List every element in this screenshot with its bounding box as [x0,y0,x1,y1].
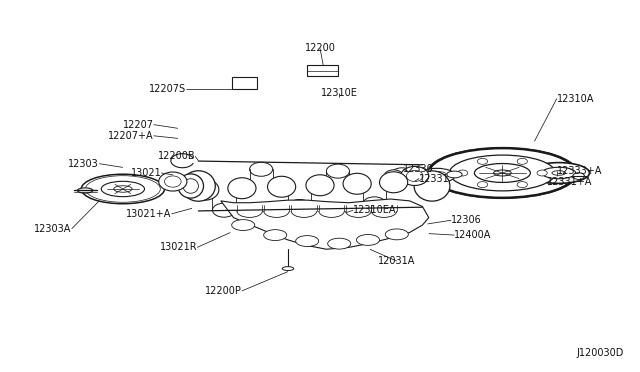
Circle shape [458,170,468,176]
Text: 12200P: 12200P [205,286,242,296]
Ellipse shape [81,174,164,204]
Ellipse shape [552,171,566,175]
Text: 12303A: 12303A [35,224,72,234]
Ellipse shape [419,168,455,183]
Ellipse shape [390,168,413,183]
Ellipse shape [363,197,386,211]
Ellipse shape [164,176,181,187]
Text: 12330: 12330 [403,164,434,174]
Text: 12303: 12303 [68,159,99,169]
Ellipse shape [101,181,145,197]
Circle shape [477,182,488,187]
Ellipse shape [528,163,589,183]
Text: 12310A: 12310A [557,94,594,103]
Circle shape [477,158,488,164]
Ellipse shape [427,171,447,180]
Circle shape [517,158,527,164]
Bar [232,77,257,89]
Ellipse shape [447,171,462,178]
Text: 12031A: 12031A [378,256,415,266]
Ellipse shape [228,178,256,199]
Ellipse shape [232,219,255,231]
Ellipse shape [493,170,511,176]
Ellipse shape [401,166,429,186]
Text: 13021: 13021 [131,168,161,178]
Ellipse shape [306,175,334,196]
Ellipse shape [380,172,408,193]
Circle shape [573,173,584,179]
Text: J120030D: J120030D [577,348,624,358]
Ellipse shape [264,230,287,241]
Ellipse shape [89,177,157,201]
Ellipse shape [288,199,311,214]
Ellipse shape [385,229,408,240]
Ellipse shape [474,164,531,182]
Ellipse shape [356,234,380,246]
Text: 12400A: 12400A [454,230,492,240]
Bar [307,65,338,76]
Ellipse shape [77,188,93,193]
Circle shape [517,182,527,187]
Text: 13021R: 13021R [159,243,197,252]
Text: 12333+A: 12333+A [557,166,602,176]
Text: 12306: 12306 [451,215,482,225]
Ellipse shape [250,162,273,176]
Polygon shape [221,199,429,249]
Text: 12200B: 12200B [157,151,195,161]
Text: 12207: 12207 [123,120,154,129]
Ellipse shape [429,148,576,198]
Ellipse shape [178,174,204,198]
Ellipse shape [159,172,187,191]
Ellipse shape [282,267,294,270]
Ellipse shape [326,164,349,178]
Ellipse shape [384,170,403,183]
Text: 13021+A: 13021+A [126,209,172,219]
Ellipse shape [182,171,215,201]
Ellipse shape [296,235,319,247]
Ellipse shape [414,171,450,201]
Ellipse shape [449,155,556,191]
Ellipse shape [114,186,132,192]
Ellipse shape [191,179,219,200]
Ellipse shape [212,203,236,217]
Ellipse shape [406,170,423,182]
Text: 12331: 12331 [419,174,450,183]
Text: 12310E: 12310E [321,88,358,98]
Text: 12207S: 12207S [148,84,186,94]
Text: 12200: 12200 [305,44,335,53]
Ellipse shape [86,176,160,202]
Ellipse shape [343,173,371,194]
Ellipse shape [183,179,198,193]
Ellipse shape [328,238,351,249]
Text: 12207+A: 12207+A [108,131,154,141]
Ellipse shape [268,176,296,197]
Text: 12310EA: 12310EA [353,205,397,215]
Ellipse shape [542,167,575,179]
Text: 12331+A: 12331+A [547,177,593,187]
Circle shape [537,170,547,176]
